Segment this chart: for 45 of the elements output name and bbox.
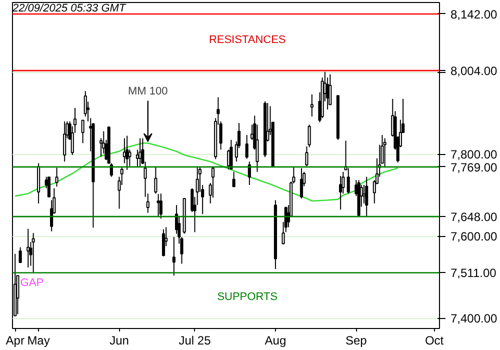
candlestick (55, 167, 58, 188)
candlestick (230, 139, 233, 170)
x-tick-label: Jul 25 (178, 334, 212, 348)
text: MM 100 (128, 86, 168, 98)
candlestick (245, 134, 248, 160)
y-tick-label: 7,400.00 (450, 312, 498, 326)
candlestick (300, 168, 304, 200)
x-tick-label: Oct (424, 334, 444, 348)
candlestick (172, 236, 176, 276)
y-tick-label: 7,600.00 (450, 230, 498, 244)
candlestick (248, 161, 251, 186)
candlestick (308, 124, 311, 148)
candlestick (81, 120, 84, 144)
candlestick (383, 138, 386, 168)
ref-line-label: 7,511.00 (450, 266, 497, 280)
x-tick-label: Apr (6, 334, 24, 348)
candlestick (63, 120, 66, 162)
candlestick (305, 146, 308, 167)
annotation: 22/09/2025 05:33 GMT (12, 2, 127, 14)
candlestick (126, 135, 129, 170)
candlestick (159, 193, 162, 220)
line-series (14, 142, 398, 202)
annotation: SUPPORTS (217, 291, 278, 304)
candlestick (154, 166, 158, 194)
candlestick (232, 171, 236, 188)
candlestick (339, 175, 342, 210)
candlestick (365, 176, 368, 218)
candlestick (50, 200, 54, 232)
annotation: RESISTANCES (208, 34, 286, 46)
candlestick (32, 232, 35, 273)
ref-line-label: 8,142.00 (450, 7, 498, 22)
x-tick-label: Sep (346, 334, 368, 348)
candlestick (47, 176, 50, 198)
x-tick-label: May (27, 334, 50, 348)
ref-line-label: 8,004.00 (450, 64, 498, 78)
ref-line-label: 7,648.00 (450, 210, 498, 224)
x-tick-label: Aug (264, 334, 286, 348)
x-tick-label: Jun (110, 334, 129, 348)
candlestick (310, 94, 314, 117)
candlestick (346, 168, 350, 194)
annotation: GAP (20, 277, 44, 290)
candlestick (162, 228, 166, 257)
ref-line-label: 7,769.00 (450, 160, 498, 174)
y-tick-label: 7,800.00 (450, 148, 498, 162)
candlestick (18, 246, 22, 263)
